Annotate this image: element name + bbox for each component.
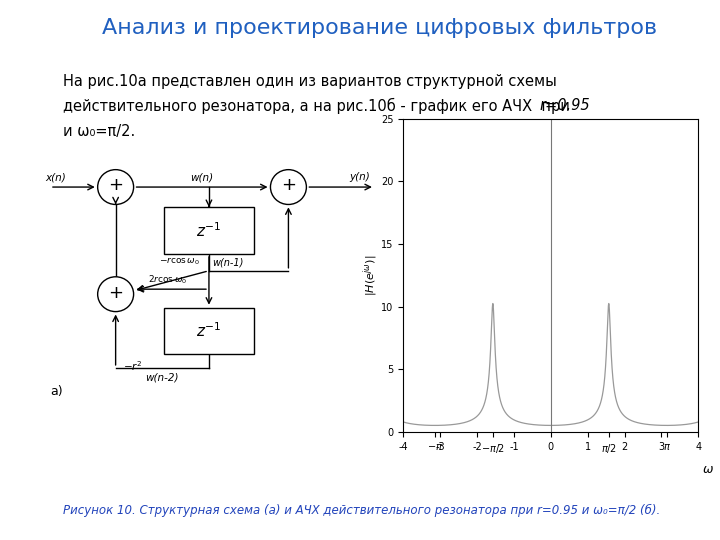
Text: На рис.10а представлен один из вариантов структурной схемы: На рис.10а представлен один из вариантов… bbox=[63, 73, 557, 89]
Text: DS: DS bbox=[6, 515, 34, 533]
Bar bbox=[164, 207, 254, 254]
Bar bbox=[164, 308, 254, 354]
Text: $2r\cos\omega_0$: $2r\cos\omega_0$ bbox=[148, 273, 187, 286]
Text: y(n): y(n) bbox=[349, 172, 369, 182]
Circle shape bbox=[98, 170, 134, 205]
Text: +: + bbox=[108, 177, 123, 194]
Text: w(n-2): w(n-2) bbox=[145, 373, 179, 383]
Text: а): а) bbox=[50, 385, 63, 398]
Text: и ω₀=π/2.: и ω₀=π/2. bbox=[63, 124, 135, 139]
Circle shape bbox=[271, 170, 307, 205]
Text: +: + bbox=[108, 284, 123, 301]
Text: r=0.95: r=0.95 bbox=[540, 98, 590, 113]
Text: $z^{-1}$: $z^{-1}$ bbox=[197, 322, 222, 340]
Text: Анализ и проектирование цифровых фильтров: Анализ и проектирование цифровых фильтро… bbox=[102, 18, 657, 38]
Text: $\omega$: $\omega$ bbox=[702, 463, 714, 476]
Text: $-r^2$: $-r^2$ bbox=[122, 360, 142, 373]
Text: действительного резонатора, а на рис.10б - график его АЧХ  при: действительного резонатора, а на рис.10б… bbox=[63, 98, 575, 114]
Circle shape bbox=[98, 277, 134, 312]
Y-axis label: $|H(e^{j\omega})|$: $|H(e^{j\omega})|$ bbox=[361, 255, 379, 296]
Text: w(n-1): w(n-1) bbox=[212, 258, 244, 267]
Text: $z^{-1}$: $z^{-1}$ bbox=[197, 221, 222, 240]
Text: x(n): x(n) bbox=[45, 172, 66, 182]
Text: Рисунок 10. Структурная схема (а) и АЧХ действительного резонатора при r=0.95 и : Рисунок 10. Структурная схема (а) и АЧХ … bbox=[63, 504, 661, 517]
Text: +: + bbox=[281, 177, 296, 194]
Text: б): б) bbox=[404, 415, 418, 429]
Text: $-r\cos\omega_0$: $-r\cos\omega_0$ bbox=[159, 256, 200, 267]
Text: w(n): w(n) bbox=[191, 172, 214, 182]
